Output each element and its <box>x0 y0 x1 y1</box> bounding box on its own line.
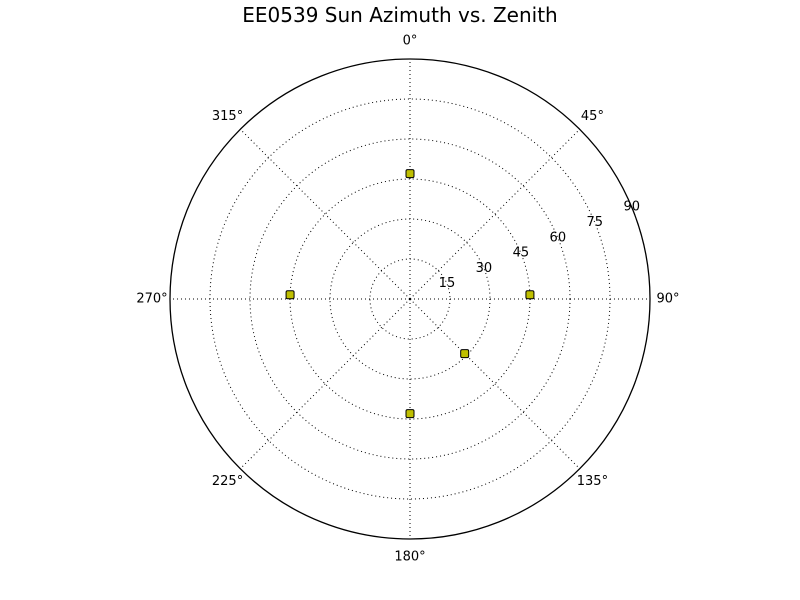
data-point-4 <box>285 290 295 300</box>
theta-gridline-225 <box>239 298 411 470</box>
chart-title: EE0539 Sun Azimuth vs. Zenith <box>242 3 558 27</box>
data-point-3 <box>405 409 415 419</box>
theta-tick-label-315: 315° <box>212 109 243 124</box>
theta-tick-label-45: 45° <box>581 109 604 124</box>
theta-gridline-45 <box>409 128 581 300</box>
data-point-2 <box>460 349 470 359</box>
theta-gridline-135 <box>409 298 581 470</box>
theta-tick-label-180: 180° <box>394 550 425 565</box>
theta-tick-label-0: 0° <box>403 34 418 49</box>
theta-tick-label-225: 225° <box>212 474 243 489</box>
theta-gridline-315 <box>239 128 411 300</box>
polar-frame <box>169 58 651 540</box>
r-gridline-75 <box>209 98 611 500</box>
r-tick-label-15: 15 <box>439 276 456 291</box>
polar-origin <box>408 297 412 301</box>
r-gridline-15 <box>369 258 451 340</box>
r-tick-label-90: 90 <box>623 200 640 215</box>
r-gridline-60 <box>249 138 571 460</box>
polar-grid <box>169 58 651 540</box>
data-markers <box>285 169 535 419</box>
data-point-0 <box>405 169 415 179</box>
theta-tick-label-270: 270° <box>136 292 167 307</box>
r-tick-label-75: 75 <box>587 215 604 230</box>
theta-tick-label-90: 90° <box>656 292 679 307</box>
theta-tick-label-135: 135° <box>577 474 608 489</box>
tick-labels: 0° 45° 90° 135° 180° 225° 270° 315° 15 30 45 60 75 90 <box>136 34 679 565</box>
data-point-1 <box>525 290 535 300</box>
r-tick-label-30: 30 <box>476 261 493 276</box>
r-gridline-30 <box>329 218 491 380</box>
r-tick-label-60: 60 <box>550 230 567 245</box>
r-tick-label-45: 45 <box>513 246 530 261</box>
